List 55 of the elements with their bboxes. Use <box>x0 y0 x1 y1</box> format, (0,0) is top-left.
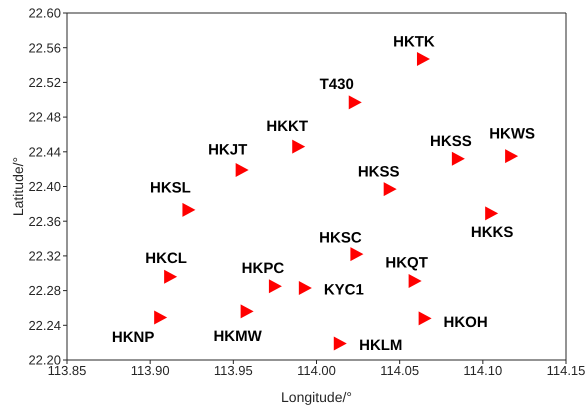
annotation: HKNP <box>112 328 154 346</box>
annotation: HKSS <box>430 133 472 150</box>
annotation: HKWS <box>489 126 536 143</box>
annotation: HKKS <box>470 224 514 241</box>
annotation: HKPC <box>242 260 284 277</box>
annotation: HKQT <box>385 254 428 272</box>
y-tick-label: 22.32 <box>28 248 61 264</box>
annotation: HKLM <box>359 337 402 354</box>
annotation: HKOH <box>444 314 488 331</box>
y-tick-label: 22.48 <box>28 110 61 125</box>
y-tick-label: 22.52 <box>28 75 61 90</box>
point <box>408 274 422 288</box>
y-tick-label: 22.28 <box>28 283 61 298</box>
point <box>164 270 178 284</box>
x-tick-label: 113.90 <box>130 363 170 378</box>
annotation: HKSS <box>358 164 400 181</box>
y-axis-title: Latitude/° <box>10 156 26 216</box>
annotation: HKCL <box>145 250 187 268</box>
x-tick-label: 114.15 <box>546 363 585 378</box>
x-tick-label: 113.95 <box>214 363 253 378</box>
point <box>292 140 306 154</box>
point <box>350 247 364 262</box>
annotation: HKKT <box>266 118 308 136</box>
x-tick-label: 114.10 <box>463 363 502 378</box>
point <box>268 279 282 294</box>
point <box>334 336 347 351</box>
point <box>418 311 432 326</box>
annotation: HKSL <box>150 179 191 196</box>
y-tick-label: 22.36 <box>28 214 61 229</box>
annotation: KYC1 <box>324 281 364 298</box>
point <box>236 163 249 178</box>
point <box>452 152 465 166</box>
x-tick-label: 114.05 <box>380 363 420 378</box>
x-tick-label: 113.85 <box>48 363 86 378</box>
x-tick-label: 114.00 <box>297 363 336 378</box>
point <box>485 206 498 220</box>
y-tick-label: 22.56 <box>28 40 61 56</box>
annotation: T430 <box>320 76 354 93</box>
point <box>154 310 168 324</box>
annotation: HKTK <box>393 33 435 50</box>
point <box>182 202 196 217</box>
point <box>348 95 362 110</box>
point <box>384 182 397 196</box>
point <box>416 52 430 66</box>
y-tick-label: 22.44 <box>28 144 61 160</box>
point <box>298 280 312 295</box>
y-tick-label: 22.60 <box>28 6 61 21</box>
point <box>240 304 254 318</box>
y-tick-label: 22.24 <box>28 318 61 333</box>
annotation: HKSC <box>319 230 362 247</box>
y-tick-label: 22.40 <box>28 179 61 194</box>
annotation: HKJT <box>208 142 248 159</box>
annotation: HKMW <box>213 328 263 345</box>
point <box>505 149 518 164</box>
x-axis-title: Longitude/° <box>281 389 352 405</box>
